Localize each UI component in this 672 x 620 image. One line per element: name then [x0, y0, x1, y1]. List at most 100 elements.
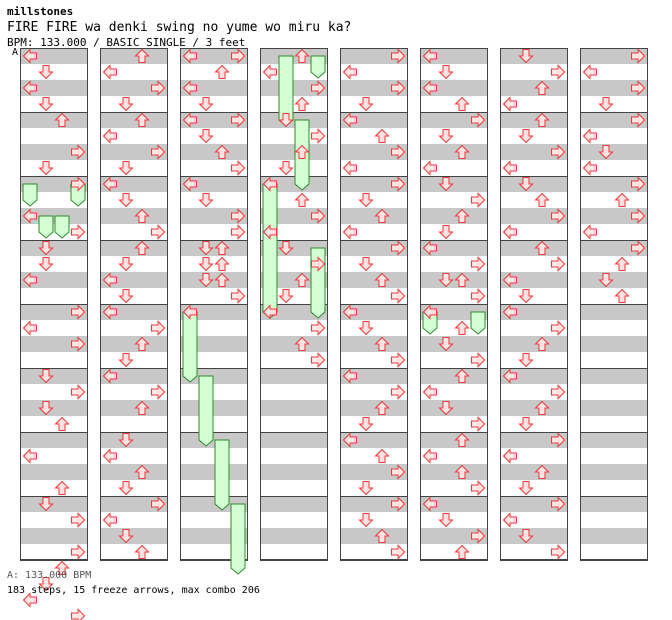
- beat-stripe: [420, 528, 488, 544]
- up-arrow: [534, 112, 550, 127]
- up-arrow: [294, 272, 310, 287]
- beat-stripe: [180, 144, 248, 160]
- right-arrow: [311, 128, 326, 144]
- right-arrow: [71, 384, 86, 400]
- beat-stripe: [420, 496, 488, 512]
- left-arrow: [502, 304, 517, 320]
- left-arrow: [182, 176, 197, 192]
- down-arrow: [438, 401, 454, 416]
- beat-stripe: [420, 336, 488, 352]
- beat-stripe: [180, 432, 248, 448]
- column-border: [100, 48, 168, 560]
- beat-stripe: [580, 112, 648, 128]
- up-arrow: [454, 144, 470, 159]
- up-arrow: [534, 400, 550, 415]
- beat-stripe: [20, 80, 88, 96]
- beat-stripe: [20, 48, 88, 64]
- left-arrow: [582, 64, 597, 80]
- left-arrow: [182, 48, 197, 64]
- down-arrow: [38, 577, 54, 592]
- right-arrow: [71, 336, 86, 352]
- up-arrow: [54, 112, 70, 127]
- beat-stripe: [340, 176, 408, 192]
- right-arrow: [631, 176, 646, 192]
- down-arrow: [118, 193, 134, 208]
- bpm-marker: A: [12, 47, 19, 58]
- beat-stripe: [500, 432, 568, 448]
- up-arrow: [134, 400, 150, 415]
- right-arrow: [311, 352, 326, 368]
- right-arrow: [231, 208, 246, 224]
- chart-info: BPM: 133.000 / BASIC SINGLE / 3 feet: [7, 36, 246, 49]
- down-arrow: [438, 513, 454, 528]
- up-arrow: [614, 256, 630, 271]
- column-border: [420, 48, 488, 560]
- right-arrow: [471, 112, 486, 128]
- right-arrow: [631, 208, 646, 224]
- down-arrow: [118, 97, 134, 112]
- beat-stripe: [100, 144, 168, 160]
- beat-stripe: [340, 80, 408, 96]
- freeze-arrow: [22, 183, 38, 207]
- right-arrow: [231, 112, 246, 128]
- beat-stripe: [580, 240, 648, 256]
- beat-stripe: [260, 80, 328, 96]
- left-arrow: [262, 64, 277, 80]
- right-arrow: [71, 176, 86, 192]
- up-arrow: [534, 240, 550, 255]
- down-arrow: [518, 177, 534, 192]
- beat-stripe: [420, 432, 488, 448]
- left-arrow: [502, 272, 517, 288]
- left-arrow: [422, 384, 437, 400]
- right-arrow: [71, 304, 86, 320]
- up-arrow: [54, 480, 70, 495]
- down-arrow: [358, 417, 374, 432]
- up-arrow: [374, 272, 390, 287]
- beat-stripe: [500, 144, 568, 160]
- right-arrow: [551, 144, 566, 160]
- beat-stripe: [420, 80, 488, 96]
- beat-stripe: [260, 368, 328, 384]
- down-arrow: [598, 273, 614, 288]
- up-arrow: [534, 336, 550, 351]
- up-arrow: [374, 128, 390, 143]
- beat-stripe: [20, 368, 88, 384]
- right-arrow: [631, 48, 646, 64]
- down-arrow: [518, 49, 534, 64]
- chart-column: [420, 48, 488, 561]
- beat-stripe: [340, 432, 408, 448]
- beat-stripe: [500, 464, 568, 480]
- right-arrow: [471, 480, 486, 496]
- up-arrow: [374, 528, 390, 543]
- beat-stripe: [580, 496, 648, 512]
- down-arrow: [198, 129, 214, 144]
- beat-stripe: [580, 464, 648, 480]
- beat-stripe: [260, 336, 328, 352]
- column-border: [260, 48, 328, 560]
- down-arrow: [278, 161, 294, 176]
- beat-stripe: [20, 400, 88, 416]
- right-arrow: [71, 144, 86, 160]
- bpm-legend: A: 133.000 BPM: [7, 570, 92, 581]
- beat-stripe: [100, 176, 168, 192]
- up-arrow: [454, 272, 470, 287]
- up-arrow: [374, 448, 390, 463]
- beat-stripe: [340, 240, 408, 256]
- right-arrow: [71, 512, 86, 528]
- beat-stripe: [500, 176, 568, 192]
- left-arrow: [342, 112, 357, 128]
- beat-stripe: [500, 208, 568, 224]
- up-arrow: [214, 144, 230, 159]
- left-arrow: [422, 304, 437, 320]
- up-arrow: [534, 80, 550, 95]
- beat-stripe: [340, 528, 408, 544]
- left-arrow: [102, 272, 117, 288]
- right-arrow: [311, 208, 326, 224]
- left-arrow: [102, 128, 117, 144]
- down-arrow: [438, 65, 454, 80]
- up-arrow: [134, 544, 150, 559]
- freeze-arrow: [470, 311, 486, 335]
- beat-stripe: [20, 144, 88, 160]
- beat-stripe: [580, 144, 648, 160]
- up-arrow: [454, 432, 470, 447]
